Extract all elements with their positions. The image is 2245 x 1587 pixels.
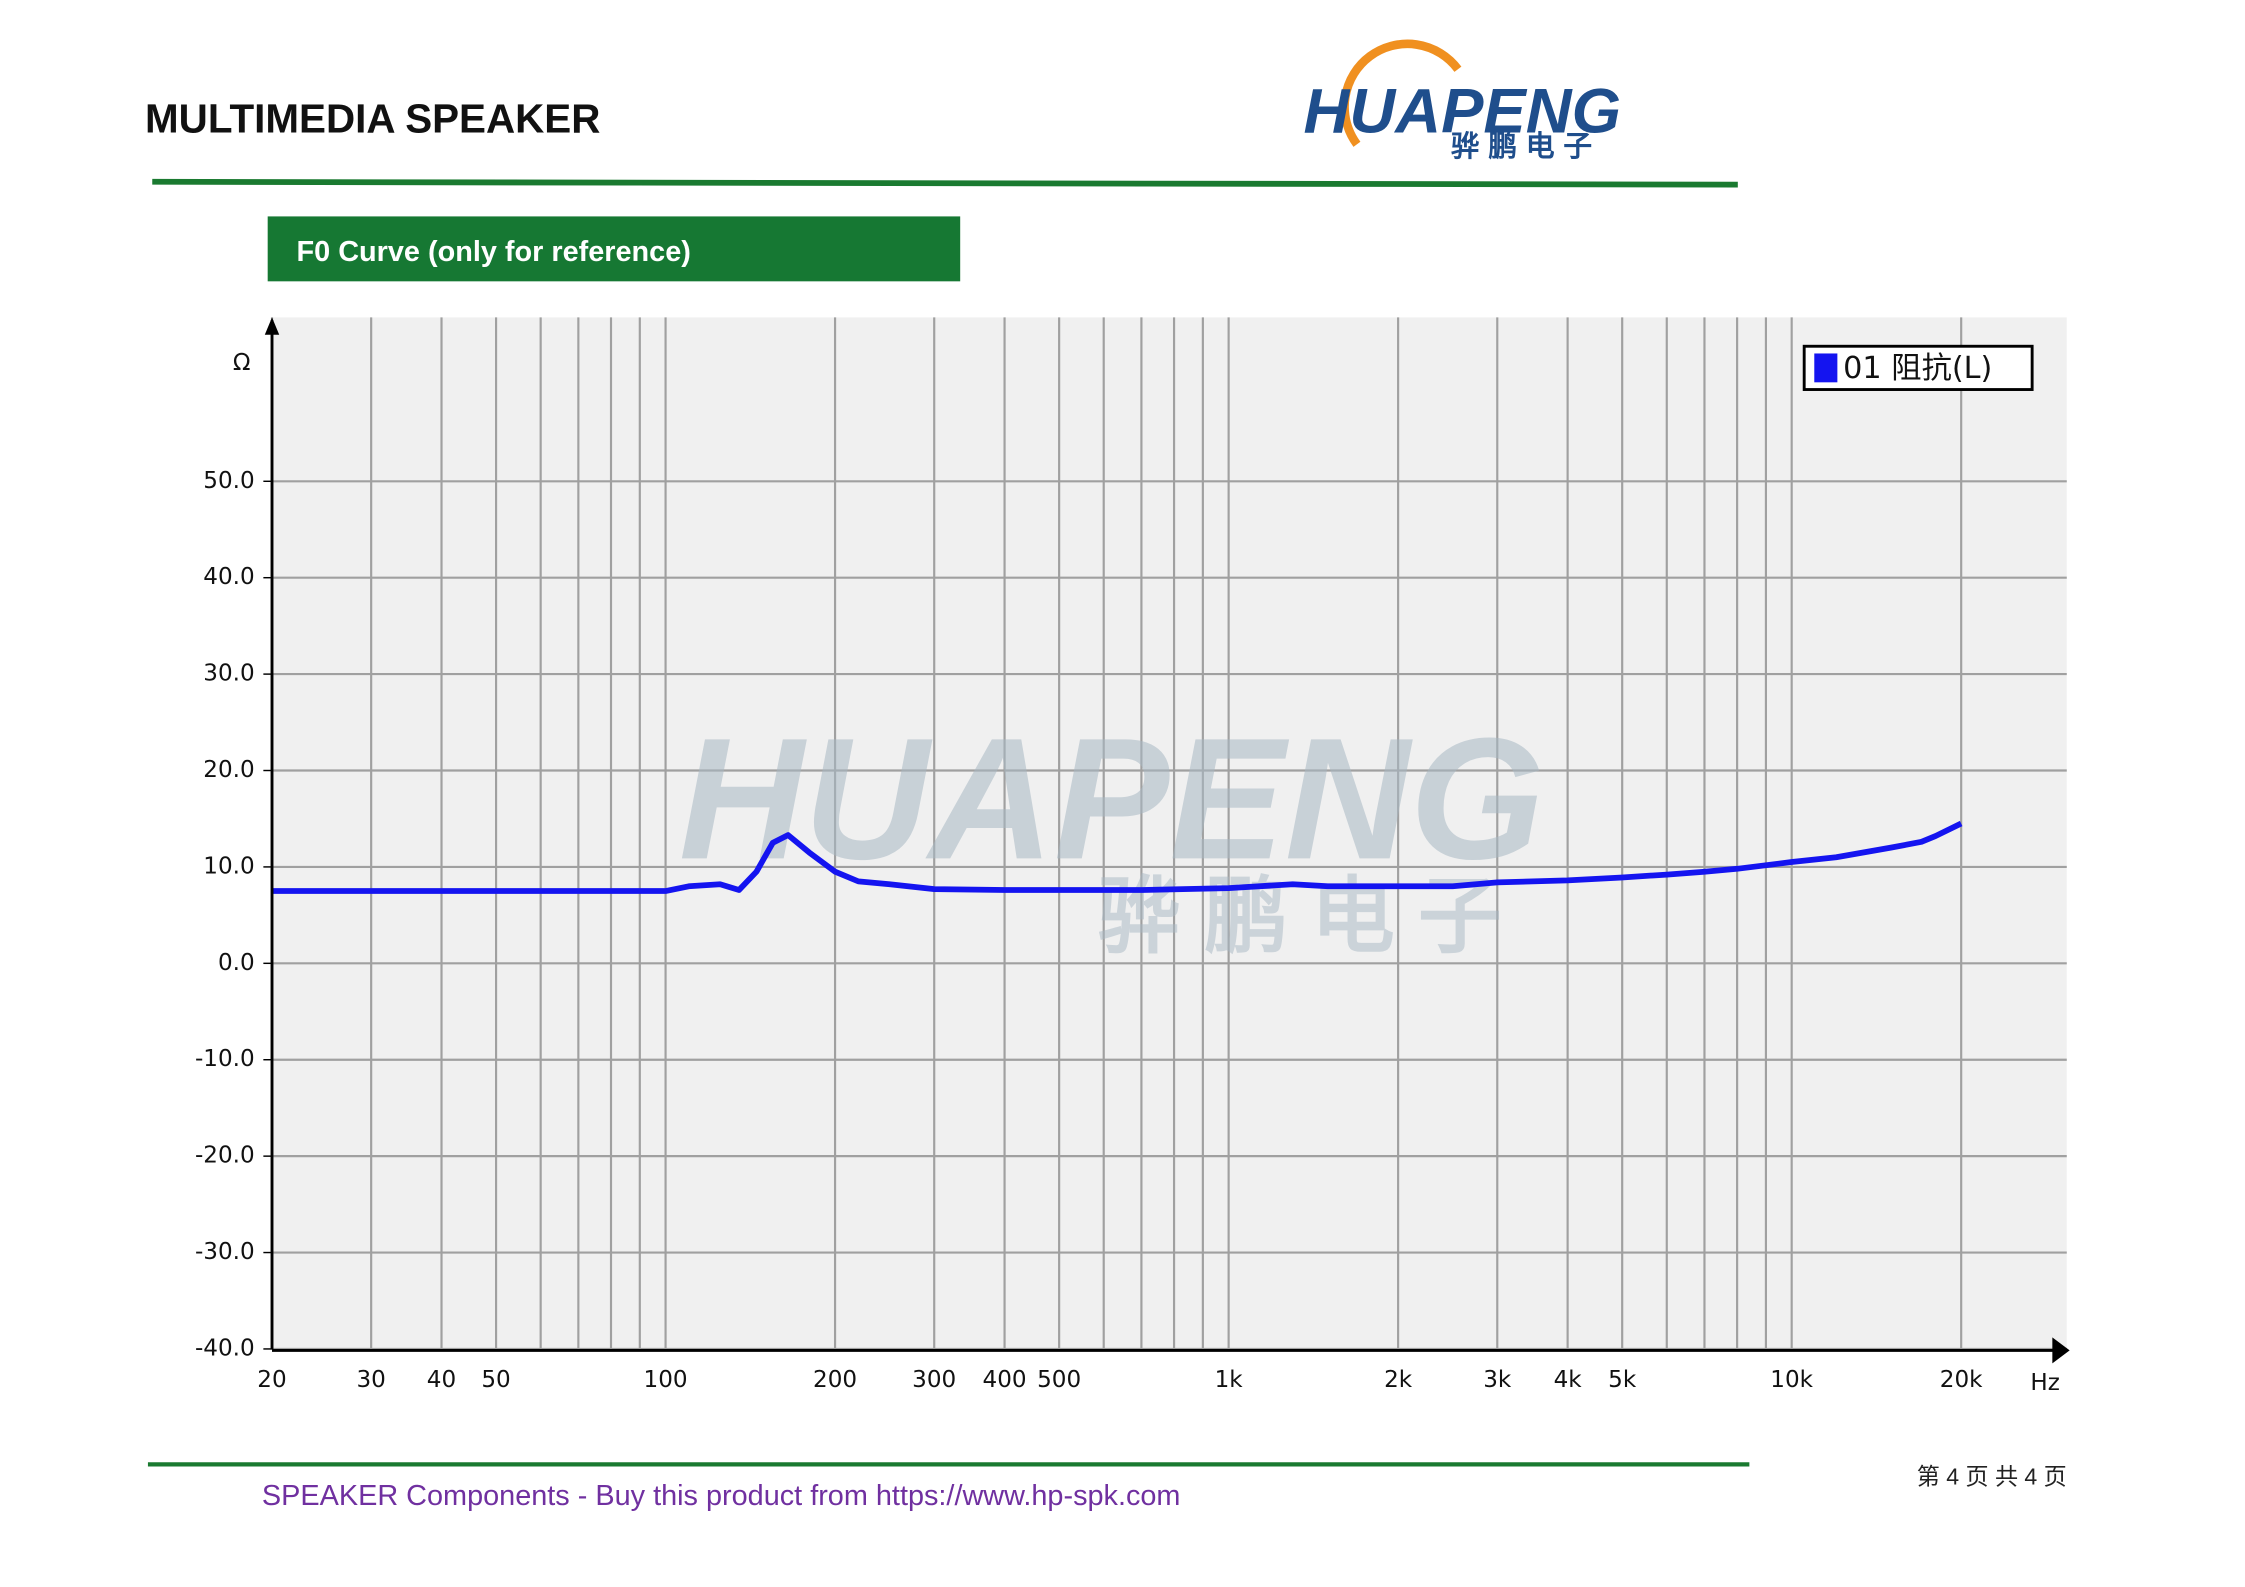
x-tick-label: 2k xyxy=(1384,1367,1413,1393)
x-tick-label: 40 xyxy=(427,1367,456,1393)
plot-area xyxy=(272,317,2067,1349)
x-tick-label: 500 xyxy=(1037,1367,1081,1393)
y-axis-label: Ω xyxy=(233,350,251,376)
x-tick-label: 1k xyxy=(1215,1367,1244,1393)
page-title: MULTIMEDIA SPEAKER xyxy=(145,96,600,142)
impedance-line xyxy=(272,820,1963,894)
y-arrow xyxy=(264,317,280,335)
x-tick-label: 50 xyxy=(481,1367,510,1393)
header-rule xyxy=(152,178,1738,188)
x-tick-label: 30 xyxy=(356,1367,385,1393)
x-tick-label: 200 xyxy=(813,1367,857,1393)
section-box xyxy=(267,216,961,282)
watermark-name: HUAPENG xyxy=(679,701,1545,895)
logo-chinese: 骅鹏电子 xyxy=(1451,131,1601,163)
x-arrow xyxy=(2052,1337,2070,1364)
x-tick-label: 4k xyxy=(1554,1367,1583,1393)
legend-label: 01 阻抗(L) xyxy=(1843,351,1992,386)
y-tick-label: -20.0 xyxy=(195,1143,255,1169)
plot: 01 阻抗(L) xyxy=(272,344,2034,894)
logo-name: HUAPENG xyxy=(1304,77,1621,147)
x-tick-label: 100 xyxy=(644,1367,688,1393)
x-tick-label: 300 xyxy=(912,1367,956,1393)
x-tick-label: 3k xyxy=(1483,1367,1512,1393)
y-tick-label: 10.0 xyxy=(203,853,254,879)
section-title: F0 Curve (only for reference) xyxy=(297,236,691,268)
y-tick-label: -40.0 xyxy=(195,1335,255,1361)
x-tick-label: 10k xyxy=(1770,1367,1813,1393)
x-axis-label: Hz xyxy=(2030,1370,2059,1396)
footer-text: SPEAKER Components - Buy this product fr… xyxy=(262,1480,1181,1512)
y-tick-label: -10.0 xyxy=(195,1046,255,1072)
y-tick-label: 30.0 xyxy=(203,661,254,687)
x-tick-label: 20 xyxy=(257,1367,286,1393)
y-tick-label: 0.0 xyxy=(218,950,255,976)
y-tick-label: 50.0 xyxy=(203,468,254,494)
logo-arc xyxy=(1340,39,1462,147)
x-tick-label: 5k xyxy=(1608,1367,1637,1393)
y-tick-label: 20.0 xyxy=(203,757,254,783)
y-tick-label: -30.0 xyxy=(195,1239,255,1265)
legend-swatch xyxy=(1814,353,1838,383)
page-number: 第 4 页 共 4 页 xyxy=(1917,1464,2067,1490)
legend-box xyxy=(1802,344,2034,391)
x-tick-label: 400 xyxy=(983,1367,1027,1393)
x-tick-label: 20k xyxy=(1940,1367,1983,1393)
y-tick-label: 40.0 xyxy=(203,564,254,590)
